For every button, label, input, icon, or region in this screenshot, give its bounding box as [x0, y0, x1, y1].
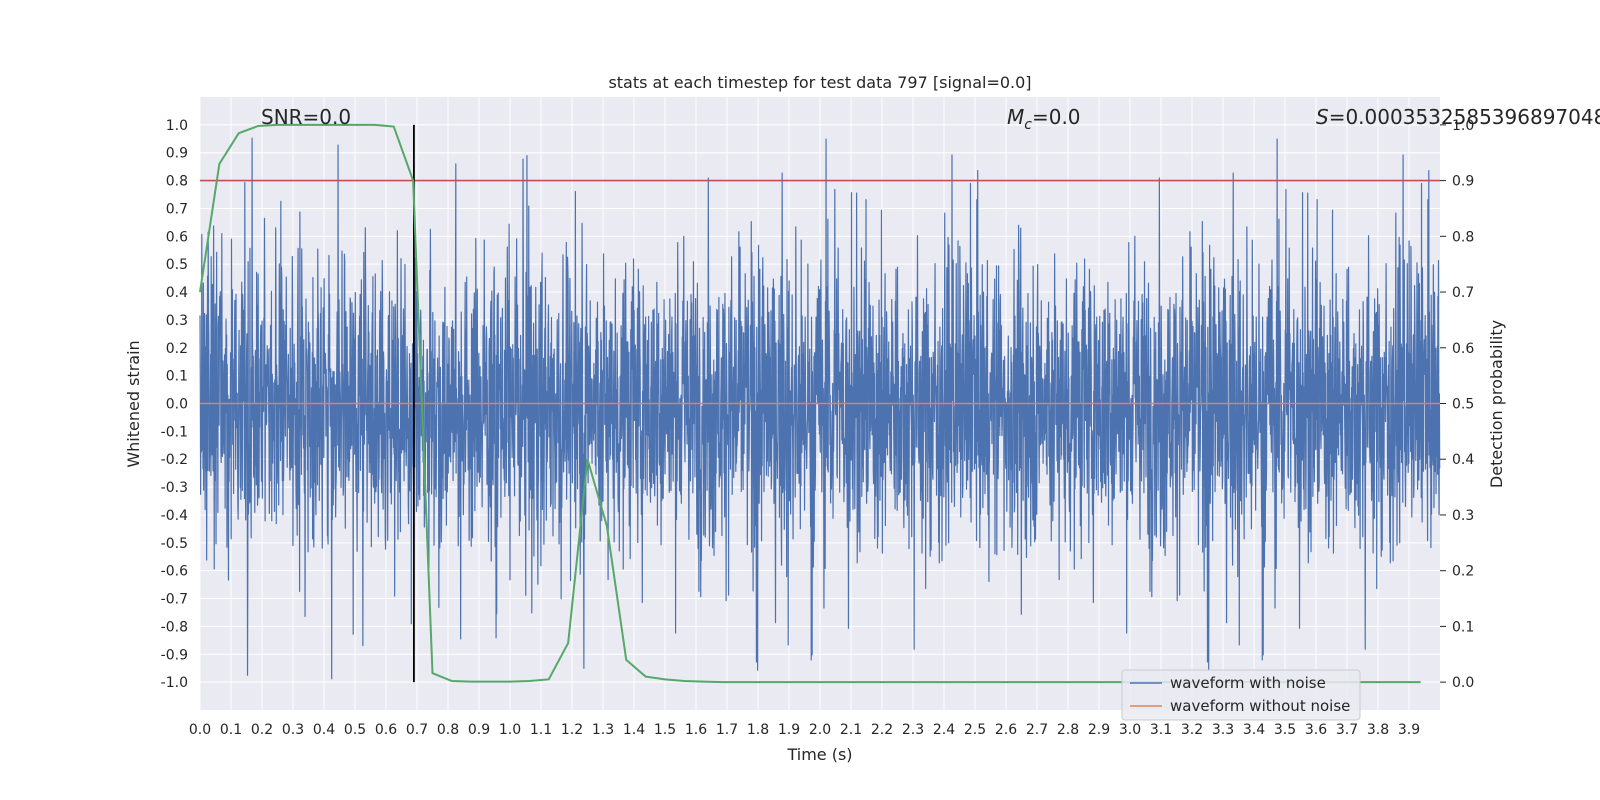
y-right-tick-label: 0.5 [1452, 397, 1474, 413]
x-tick-label: 1.0 [499, 722, 521, 738]
x-tick-label: 2.8 [1057, 722, 1079, 738]
x-tick-label: 0.9 [468, 722, 490, 738]
y-right-tick-label: 1.0 [1452, 118, 1474, 134]
x-tick-label: 2.4 [933, 722, 955, 738]
x-tick-label: 3.8 [1367, 722, 1389, 738]
series-detection-probability [199, 123, 1421, 684]
y-axis-left-ticks: 1.0 0.9 0.8 0.7 0.6 0.5 0.4 0.3 0.2 0.1 0.0 -0.1 -0.… [161, 118, 188, 691]
y-left-tick-label: 1.0 [166, 118, 188, 134]
y-right-tick-label: 0.9 [1452, 174, 1474, 190]
y-right-tick-label: 0.2 [1452, 564, 1474, 580]
x-tick-label: 2.0 [809, 722, 831, 738]
y-left-tick-label: -0.3 [161, 480, 188, 496]
x-tick-label: 1.3 [592, 722, 614, 738]
y-left-tick-label: 0.9 [166, 146, 188, 162]
s-annotation: S=0.0003532585396897048 [1316, 105, 1600, 129]
x-tick-label: 3.6 [1305, 722, 1327, 738]
x-tick-label: 0.4 [313, 722, 335, 738]
x-axis-label: Time (s) [786, 745, 852, 764]
x-tick-label: 1.7 [716, 722, 738, 738]
snr-annotation: SNR=0.0 [261, 105, 351, 129]
x-tick-label: 3.2 [1181, 722, 1203, 738]
x-tick-label: 3.9 [1398, 722, 1420, 738]
x-tick-label: 2.3 [902, 722, 924, 738]
y-left-tick-label: -0.4 [161, 508, 188, 524]
y-right-tick-label: 0.1 [1452, 619, 1474, 635]
legend-box [1121, 669, 1361, 721]
x-tick-label: 2.5 [964, 722, 986, 738]
x-tick-label: 2.7 [1026, 722, 1048, 738]
y-left-tick-label: 0.8 [166, 174, 188, 190]
x-tick-label: 1.4 [623, 722, 645, 738]
x-tick-label: 1.2 [561, 722, 583, 738]
y-left-tick-label: 0.4 [166, 285, 188, 301]
series-waveform-with-noise [199, 137, 1441, 680]
x-tick-label: 1.5 [654, 722, 676, 738]
y-left-tick-label: 0.3 [166, 313, 188, 329]
x-tick-label: 2.2 [871, 722, 893, 738]
x-tick-label: 1.9 [778, 722, 800, 738]
y-right-tick-label: 0.8 [1452, 229, 1474, 245]
y-right-tick-label: 0.0 [1452, 675, 1474, 691]
x-tick-label: 0.5 [344, 722, 366, 738]
y-right-tick-label: 0.3 [1452, 508, 1474, 524]
y-left-tick-label: 0.7 [166, 201, 188, 217]
x-tick-label: 0.6 [375, 722, 397, 738]
mc-subscript: c [1024, 117, 1032, 133]
y-left-tick-label: 0.5 [166, 257, 188, 273]
x-tick-label: 2.9 [1088, 722, 1110, 738]
x-tick-label: 0.3 [282, 722, 304, 738]
y-left-tick-label: -0.2 [161, 452, 188, 468]
y-left-tick-label: -0.9 [161, 647, 188, 663]
y-right-tick-label: 0.4 [1452, 452, 1474, 468]
chart-title: stats at each timestep for test data 797… [608, 73, 1031, 92]
x-tick-label: 2.6 [995, 722, 1017, 738]
y-left-tick-label: -0.8 [161, 619, 188, 635]
x-tick-label: 0.8 [437, 722, 459, 738]
legend-label-clean: waveform without noise [1170, 697, 1350, 715]
x-tick-label: 2.1 [840, 722, 862, 738]
y-axis-left-label: Whitened strain [124, 340, 143, 467]
y-left-tick-label: -0.7 [161, 592, 188, 608]
y-right-tick-label: 0.6 [1452, 341, 1474, 357]
noisy-waveform-line [199, 137, 1441, 680]
x-tick-label: 1.1 [530, 722, 552, 738]
legend-label-noisy: waveform with noise [1170, 674, 1326, 692]
x-tick-label: 3.7 [1336, 722, 1358, 738]
mc-annotation: Mc=0.0 [1007, 105, 1081, 133]
y-left-tick-label: -0.6 [161, 564, 188, 580]
y-left-tick-label: -1.0 [161, 675, 188, 691]
x-tick-label: 0.1 [220, 722, 242, 738]
y-left-tick-label: -0.1 [161, 424, 188, 440]
x-tick-label: 3.1 [1150, 722, 1172, 738]
x-tick-label: 1.8 [747, 722, 769, 738]
s-symbol: S [1316, 105, 1329, 129]
x-tick-label: 1.6 [685, 722, 707, 738]
y-axis-right-ticks: 1.0 0.9 0.8 0.7 0.6 0.5 0.4 0.3 0.2 0.1 0.0 [1440, 118, 1474, 691]
x-tick-label: 3.4 [1243, 722, 1265, 738]
y-right-tick-label: 0.7 [1452, 285, 1474, 301]
y-left-tick-label: -0.5 [161, 536, 188, 552]
x-axis-ticks: 0.0 0.1 0.2 0.3 0.4 0.5 0.6 0.7 0.8 0.9 1.0 1.1 1.2 1… [189, 722, 1420, 738]
mc-value: =0.0 [1032, 105, 1081, 129]
s-value: =0.0003532585396897048 [1329, 105, 1600, 129]
y-left-tick-label: 0.1 [166, 369, 188, 385]
x-tick-label: 0.2 [251, 722, 273, 738]
x-tick-label: 0.0 [189, 722, 211, 738]
y-left-tick-label: 0.2 [166, 341, 188, 357]
x-tick-label: 3.3 [1212, 722, 1234, 738]
y-left-tick-label: 0.0 [166, 397, 188, 413]
y-left-tick-label: 0.6 [166, 229, 188, 245]
x-tick-label: 0.7 [406, 722, 428, 738]
x-tick-label: 3.5 [1274, 722, 1296, 738]
mc-symbol: M [1007, 105, 1024, 129]
legend: waveform with noise waveform without noi… [1121, 669, 1361, 721]
x-tick-label: 3.0 [1119, 722, 1141, 738]
y-axis-right-label: Detection probability [1487, 320, 1506, 488]
